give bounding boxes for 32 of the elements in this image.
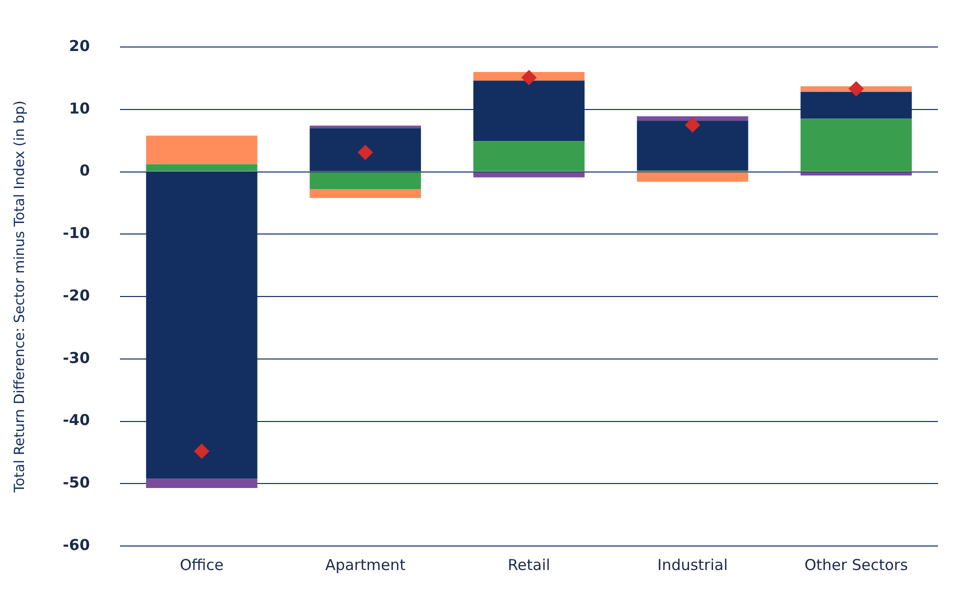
point (358, 144, 373, 160)
x-tick-label: Apartment (325, 556, 406, 574)
bar (310, 189, 421, 198)
bar (800, 118, 912, 172)
y-axis-title: Total Return Difference: Sector minus Total Index (in bp) (12, 100, 28, 494)
y-tick-label: -20 (62, 286, 90, 304)
bar (310, 126, 421, 128)
bar (636, 116, 748, 121)
point (685, 117, 700, 132)
point (194, 444, 210, 459)
bar (473, 172, 585, 178)
bar (146, 136, 258, 164)
bar (146, 164, 258, 172)
y-tick-label: 0 (79, 162, 90, 180)
y-tick-label: 20 (69, 36, 90, 55)
bar (146, 478, 258, 488)
bar (473, 141, 585, 172)
y-tick-label: -10 (62, 224, 90, 242)
bar (636, 172, 748, 182)
x-tick-label: Office (180, 556, 224, 574)
bar (310, 172, 421, 190)
y-tick-label: -50 (62, 474, 90, 492)
y-tick-label: -40 (62, 411, 90, 430)
x-tick-label: Other Sectors (804, 556, 908, 574)
x-tick-label: Industrial (657, 556, 728, 574)
y-tick-label: 10 (69, 99, 90, 118)
x-tick-label: Retail (508, 556, 550, 574)
y-tick-label: -30 (62, 348, 90, 367)
point (521, 70, 536, 86)
point (848, 81, 864, 96)
y-tick-label: -60 (62, 536, 90, 554)
bar (800, 172, 912, 176)
